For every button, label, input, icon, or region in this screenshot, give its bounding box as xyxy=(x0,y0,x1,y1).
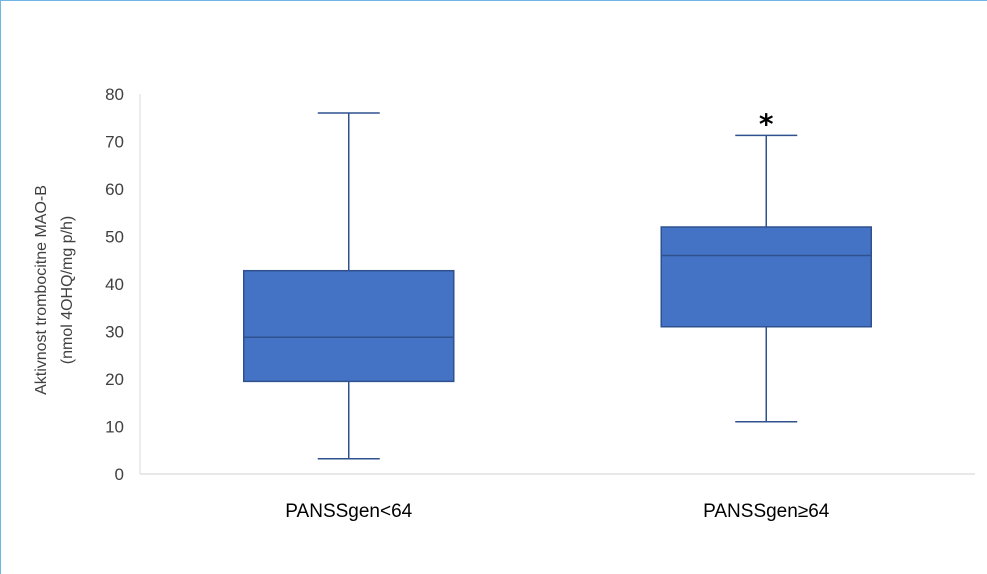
y-tick-label: 20 xyxy=(105,370,124,389)
category-label: PANSSgen≥64 xyxy=(703,501,830,522)
y-tick-labels: 0 10 20 30 40 50 60 70 80 xyxy=(105,85,124,484)
y-tick-label: 0 xyxy=(115,465,124,484)
box-group xyxy=(661,135,871,421)
y-tick-label: 10 xyxy=(105,418,124,437)
y-tick-label: 70 xyxy=(105,133,124,152)
y-axis-label-line1: Aktivnost trombocitne MAO-B xyxy=(33,185,50,395)
iqr-box xyxy=(244,271,454,382)
y-axis-label-line2: (nmol 4OHQ/mg p/h) xyxy=(59,216,76,364)
annotations: * xyxy=(759,107,774,140)
y-tick-label: 30 xyxy=(105,323,124,342)
iqr-box xyxy=(661,227,871,327)
y-axis-label: Aktivnost trombocitne MAO-B (nmol 4OHQ/m… xyxy=(33,185,76,395)
category-label: PANSSgen<64 xyxy=(285,501,412,522)
y-tick-label: 60 xyxy=(105,180,124,199)
box-group xyxy=(244,113,454,459)
boxes xyxy=(244,113,872,459)
y-tick-label: 80 xyxy=(105,85,124,104)
y-tick-label: 40 xyxy=(105,275,124,294)
y-tick-label: 50 xyxy=(105,228,124,247)
category-labels: PANSSgen<64 PANSSgen≥64 xyxy=(285,501,830,522)
significance-marker: * xyxy=(759,107,774,140)
